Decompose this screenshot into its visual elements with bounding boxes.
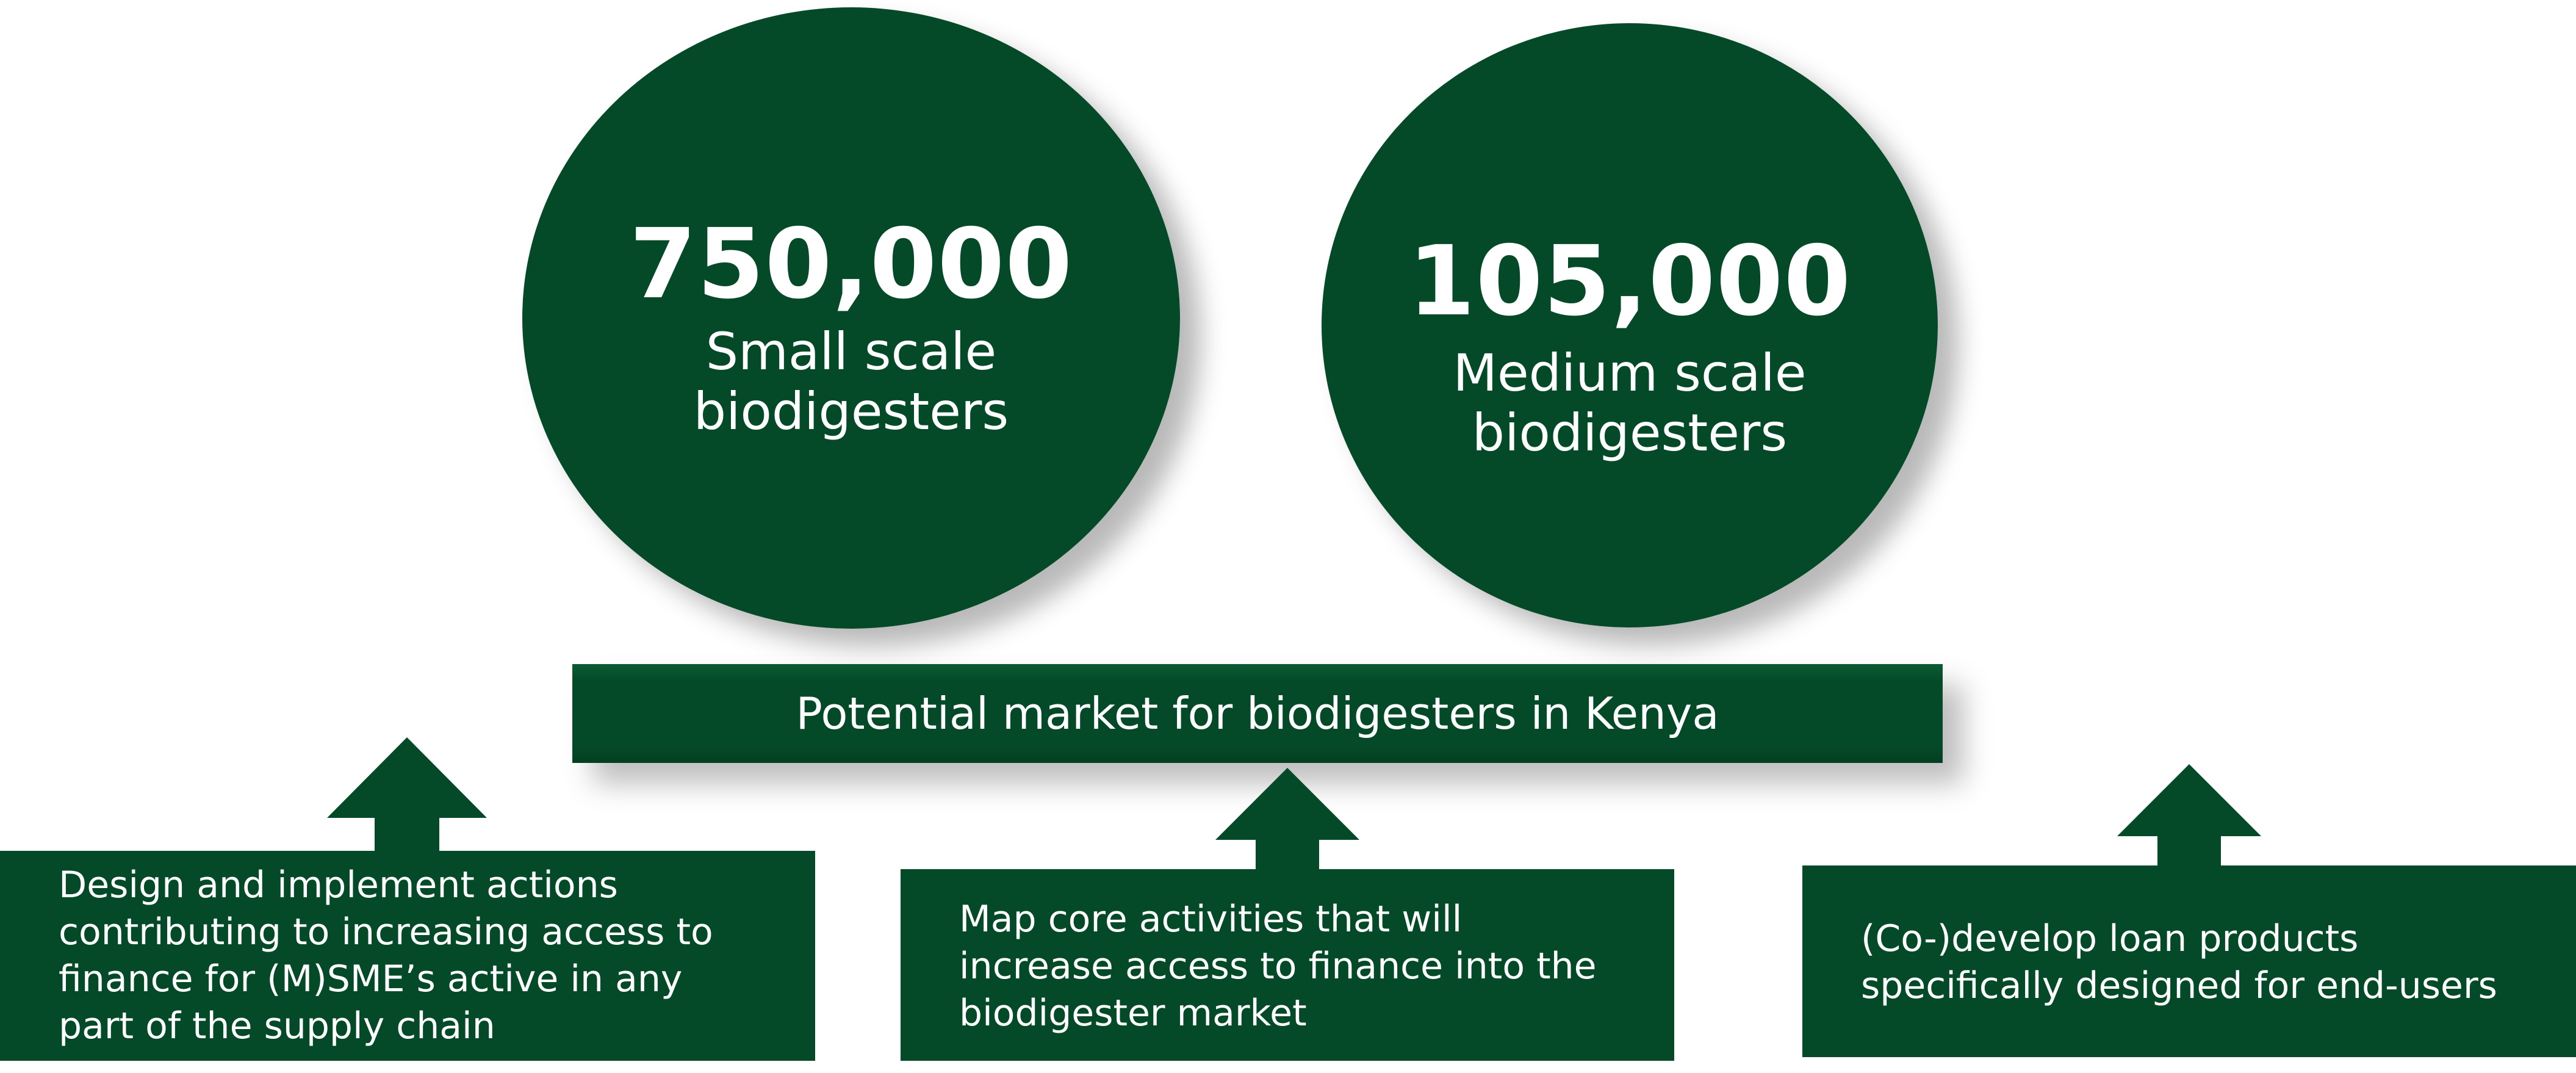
action-text-line: part of the supply chain <box>59 1005 495 1047</box>
action-text-line: finance for (M)SME’s active in any <box>59 958 683 1000</box>
small-scale-count: 750,000 <box>629 208 1073 320</box>
action-text-line: contributing to increasing access to <box>59 911 713 953</box>
potential-market-banner: Potential market for biodigesters in Ken… <box>572 664 1943 763</box>
up-arrow-icon <box>2117 764 2261 868</box>
medium-scale-circle: 105,000 Medium scale biodigesters <box>1322 23 1938 627</box>
small-scale-label: Small scale biodigesters <box>693 322 1009 441</box>
action-box-loan-products: (Co-)develop loan products specifically … <box>1802 865 2576 1057</box>
medium-scale-count: 105,000 <box>1408 225 1852 338</box>
up-arrow-icon <box>1215 768 1359 872</box>
action-text-line: Map core activities that will <box>959 898 1462 941</box>
action-text-line: biodigester market <box>959 992 1307 1035</box>
action-text-line: Design and implement actions <box>59 864 618 906</box>
up-arrow-icon <box>327 737 487 854</box>
action-box-msme-finance: Design and implement actions contributin… <box>0 851 815 1061</box>
action-text-line: (Co-)develop loan products <box>1861 917 2359 960</box>
action-text-line: specifically designed for end-users <box>1861 964 2497 1007</box>
medium-scale-label: Medium scale biodigesters <box>1453 343 1807 463</box>
action-text-line: increase access to finance into the <box>959 945 1597 988</box>
action-box-map-activities: Map core activities that will increase a… <box>901 869 1674 1061</box>
small-scale-circle: 750,000 Small scale biodigesters <box>522 7 1180 629</box>
